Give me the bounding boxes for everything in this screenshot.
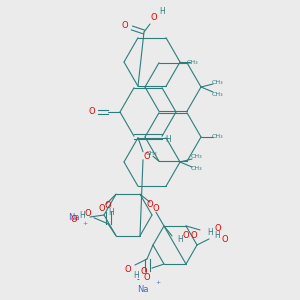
Text: H: H	[214, 232, 220, 241]
Text: Na: Na	[137, 284, 149, 293]
Text: O: O	[71, 214, 77, 224]
Text: O: O	[144, 272, 150, 281]
Text: O: O	[190, 231, 197, 240]
Text: -: -	[136, 275, 140, 284]
Text: O: O	[105, 201, 111, 210]
Text: O: O	[151, 14, 157, 22]
Text: CH₃: CH₃	[190, 154, 202, 160]
Text: CH₃: CH₃	[211, 134, 223, 140]
Text: CH₃: CH₃	[186, 59, 198, 64]
Text: H: H	[133, 271, 139, 280]
Text: CH₃: CH₃	[211, 80, 223, 85]
Text: O: O	[99, 204, 105, 213]
Text: O: O	[125, 265, 131, 274]
Text: H: H	[79, 211, 85, 220]
Text: H: H	[108, 208, 114, 217]
Text: O: O	[144, 152, 150, 161]
Text: +: +	[155, 280, 160, 286]
Text: O: O	[153, 204, 159, 213]
Text: O: O	[89, 107, 95, 116]
Text: H: H	[207, 228, 213, 237]
Text: O: O	[141, 267, 147, 276]
Text: +: +	[82, 221, 88, 226]
Text: O: O	[146, 200, 153, 209]
Text: O: O	[222, 235, 228, 244]
Text: CH₃: CH₃	[190, 167, 202, 172]
Text: O: O	[85, 209, 91, 218]
Text: O: O	[183, 231, 189, 240]
Text: H: H	[165, 134, 171, 143]
Text: CH₃: CH₃	[145, 151, 157, 156]
Text: O: O	[122, 22, 128, 31]
Text: Na: Na	[68, 213, 80, 222]
Text: O: O	[215, 224, 221, 233]
Text: CH₃: CH₃	[211, 92, 223, 97]
Text: H: H	[177, 236, 183, 244]
Text: H: H	[159, 8, 165, 16]
